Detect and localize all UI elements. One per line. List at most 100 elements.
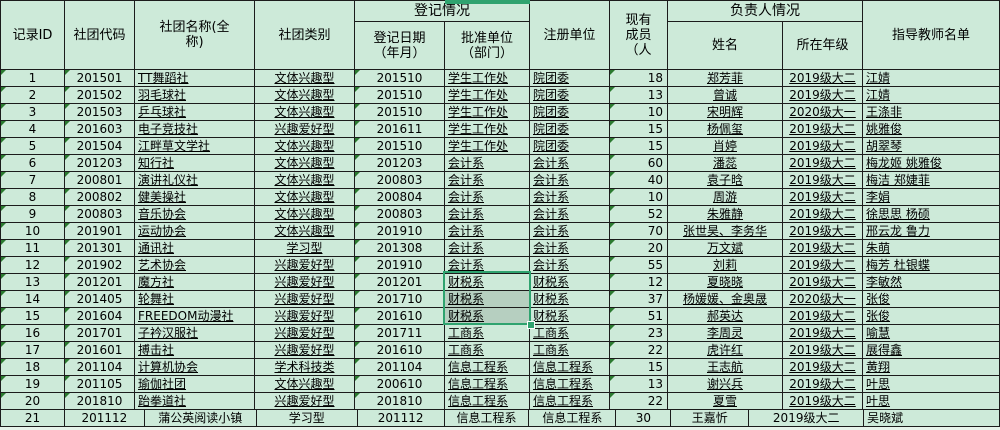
header-group-registration[interactable]: 登记情况 — [355, 1, 530, 22]
cell[interactable]: 知行社 — [135, 155, 255, 172]
cell[interactable]: 信息工程系 — [444, 410, 530, 427]
cell[interactable]: 201503 — [65, 104, 135, 121]
cell[interactable]: 工商系 — [530, 325, 610, 342]
cell[interactable]: 6 — [1, 155, 65, 172]
cell[interactable]: 信息工程系 — [530, 393, 610, 410]
cell[interactable]: 学生工作处 — [445, 138, 530, 155]
cell[interactable]: 兴趣爱好型 — [255, 274, 355, 291]
cell[interactable]: 13 — [1, 274, 65, 291]
cell[interactable]: 2019级大二 — [783, 325, 863, 342]
cell[interactable]: 11 — [1, 240, 65, 257]
cell[interactable]: 201504 — [65, 138, 135, 155]
cell[interactable]: 搏击社 — [135, 342, 255, 359]
cell[interactable]: 13 — [610, 87, 668, 104]
cell[interactable]: 2019级大二 — [783, 393, 863, 410]
cell[interactable]: 会计系 — [530, 240, 610, 257]
cell[interactable]: 文体兴趣型 — [255, 87, 355, 104]
cell[interactable]: 201105 — [65, 376, 135, 393]
cell[interactable]: 通讯社 — [135, 240, 255, 257]
cell[interactable]: 37 — [610, 291, 668, 308]
cell[interactable]: 朱萌 — [863, 240, 1000, 257]
cell[interactable]: 江婧 — [863, 87, 1000, 104]
cell[interactable]: 2019级大二 — [783, 223, 863, 240]
cell[interactable]: 2019级大二 — [783, 342, 863, 359]
cell[interactable]: 200801 — [65, 172, 135, 189]
header-cell-register-unit[interactable]: 注册单位 — [530, 1, 610, 70]
cell[interactable]: 201510 — [355, 104, 445, 121]
cell[interactable]: 财税系 — [445, 291, 530, 308]
cell[interactable]: 学术科技类 — [255, 359, 355, 376]
cell[interactable]: 201405 — [65, 291, 135, 308]
cell[interactable]: 文体兴趣型 — [255, 376, 355, 393]
cell[interactable]: 18 — [1, 359, 65, 376]
cell[interactable]: 张俊 — [863, 308, 1000, 325]
cell[interactable]: 19 — [1, 376, 65, 393]
cell[interactable]: 30 — [616, 410, 672, 427]
header-cell-leader-grade[interactable]: 所在年级 — [783, 22, 863, 70]
cell[interactable]: 10 — [1, 223, 65, 240]
cell[interactable]: 工商系 — [530, 342, 610, 359]
cell[interactable]: 201501 — [65, 70, 135, 87]
cell[interactable]: 201510 — [355, 87, 445, 104]
cell[interactable]: 朱雅静 — [668, 206, 783, 223]
cell[interactable]: 201104 — [355, 359, 445, 376]
cell[interactable]: 18 — [610, 70, 668, 87]
cell[interactable]: 文体兴趣型 — [255, 206, 355, 223]
cell[interactable]: 文体兴趣型 — [255, 189, 355, 206]
cell[interactable]: 院团委 — [530, 121, 610, 138]
cell[interactable]: 16 — [1, 325, 65, 342]
cell[interactable]: 兴趣爱好型 — [255, 291, 355, 308]
cell[interactable]: 信息工程系 — [445, 359, 530, 376]
cell[interactable]: 院团委 — [530, 70, 610, 87]
cell[interactable]: 会计系 — [530, 206, 610, 223]
cell[interactable]: 梅龙姬 姚雅俊 — [863, 155, 1000, 172]
cell[interactable]: 3 — [1, 104, 65, 121]
cell[interactable]: 文体兴趣型 — [255, 155, 355, 172]
cell[interactable]: 15 — [610, 359, 668, 376]
cell[interactable]: 展得鑫 — [863, 342, 1000, 359]
cell[interactable]: 200804 — [355, 189, 445, 206]
cell[interactable]: 徐思思 杨硕 — [863, 206, 1000, 223]
cell[interactable]: 200803 — [355, 172, 445, 189]
cell[interactable]: 兴趣爱好型 — [255, 308, 355, 325]
cell[interactable]: 201203 — [355, 155, 445, 172]
cell[interactable]: 刘莉 — [668, 257, 783, 274]
cell[interactable]: 55 — [610, 257, 668, 274]
cell[interactable]: 肖婷 — [668, 138, 783, 155]
cell[interactable]: 学生工作处 — [445, 104, 530, 121]
cell[interactable]: 张俊 — [863, 291, 1000, 308]
header-cell-members[interactable]: 现有 成员 （人 — [610, 1, 668, 70]
cell[interactable]: 2019级大二 — [783, 257, 863, 274]
cell[interactable]: 张世昊、李务华 — [668, 223, 783, 240]
cell[interactable]: 袁子晗 — [668, 172, 783, 189]
cell[interactable]: 201104 — [65, 359, 135, 376]
cell[interactable]: 2020级大一 — [783, 104, 863, 121]
cell[interactable]: 201502 — [65, 87, 135, 104]
cell[interactable]: 运动协会 — [135, 223, 255, 240]
cell[interactable]: 51 — [610, 308, 668, 325]
cell[interactable]: 电子竞技社 — [135, 121, 255, 138]
cell[interactable]: 万文斌 — [668, 240, 783, 257]
cell[interactable]: 信息工程系 — [530, 359, 610, 376]
cell[interactable]: 姚雅俊 — [863, 121, 1000, 138]
cell[interactable]: 20 — [610, 240, 668, 257]
cell[interactable]: 200610 — [355, 376, 445, 393]
cell[interactable]: 201902 — [65, 257, 135, 274]
cell[interactable]: 5 — [1, 138, 65, 155]
fill-handle[interactable] — [527, 321, 535, 329]
cell[interactable]: 院团委 — [530, 104, 610, 121]
cell[interactable]: 2019级大二 — [783, 138, 863, 155]
cell[interactable]: 工商系 — [445, 342, 530, 359]
cell[interactable]: 201308 — [355, 240, 445, 257]
cell[interactable]: 王志航 — [668, 359, 783, 376]
cell[interactable]: 虎许红 — [668, 342, 783, 359]
cell[interactable]: 1 — [1, 70, 65, 87]
cell[interactable]: 会计系 — [445, 223, 530, 240]
cell[interactable]: 信息工程系 — [529, 410, 617, 427]
cell[interactable]: 健美操社 — [135, 189, 255, 206]
cell[interactable]: 15 — [610, 121, 668, 138]
cell[interactable]: 李周灵 — [668, 325, 783, 342]
cell[interactable]: 201601 — [65, 342, 135, 359]
header-group-leader[interactable]: 负责人情况 — [668, 1, 863, 22]
cell[interactable]: 李娟 — [863, 189, 1000, 206]
